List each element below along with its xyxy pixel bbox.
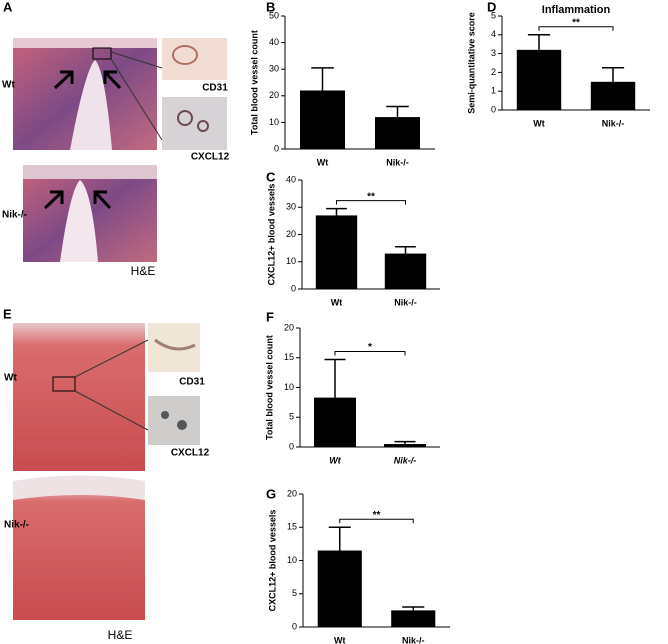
y-tick-label: 15 xyxy=(287,522,297,532)
y-tick-label: 3 xyxy=(491,48,496,58)
y-tick-label: 0 xyxy=(291,283,296,293)
significance-label: ** xyxy=(367,191,375,202)
x-tick-label: Wt xyxy=(329,455,341,465)
bar xyxy=(317,550,362,627)
bar xyxy=(375,117,420,149)
significance-bracket xyxy=(334,351,406,356)
stain-label: H&E xyxy=(131,264,156,278)
inset-label: CD31 xyxy=(202,83,228,94)
y-tick-label: 1 xyxy=(491,86,496,96)
inset-label: CXCL12 xyxy=(171,448,210,459)
bar xyxy=(516,49,562,110)
inset-label: CXCL12 xyxy=(191,152,230,163)
y-tick-label: 30 xyxy=(286,202,296,212)
bar xyxy=(300,90,345,149)
panel-label: G xyxy=(266,486,276,501)
histology-a xyxy=(13,38,227,262)
y-tick-label: 20 xyxy=(284,322,294,332)
y-tick-label: 0 xyxy=(289,441,294,451)
y-tick-label: 10 xyxy=(286,256,296,266)
significance-bracket xyxy=(336,200,406,205)
y-tick-label: 20 xyxy=(287,488,297,498)
significance-label: ** xyxy=(572,17,580,28)
panel-label: A xyxy=(3,0,13,14)
y-tick-label: 5 xyxy=(491,10,496,20)
bar xyxy=(315,215,358,289)
y-tick-label: 5 xyxy=(289,412,294,422)
significance-label: ** xyxy=(373,510,381,521)
y-tick-label: 30 xyxy=(269,64,279,74)
significance-bracket xyxy=(538,26,614,31)
y-tick-label: 0 xyxy=(274,143,279,153)
y-tick-label: 15 xyxy=(284,352,294,362)
row-label: Nik-/- xyxy=(2,210,27,221)
y-tick-label: 20 xyxy=(269,90,279,100)
x-tick-label: Nik-/- xyxy=(402,635,425,644)
panel-label: F xyxy=(266,309,274,324)
x-tick-label: Nik-/- xyxy=(386,157,409,167)
panel-label: E xyxy=(3,306,12,321)
y-tick-label: 10 xyxy=(284,382,294,392)
significance-bracket xyxy=(339,518,414,524)
y-tick-label: 50 xyxy=(269,10,279,20)
bar xyxy=(391,610,436,627)
row-label: Wt xyxy=(4,373,17,384)
stain-label: H&E xyxy=(108,628,133,642)
bar xyxy=(314,397,356,447)
bar xyxy=(384,444,426,447)
y-tick-label: 0 xyxy=(491,104,496,114)
y-axis-label: Total blood vessel count xyxy=(249,30,259,135)
y-tick-label: 10 xyxy=(269,117,279,127)
x-tick-label: Wt xyxy=(317,157,329,167)
x-tick-label: Wt xyxy=(533,118,545,128)
x-tick-label: Nik-/- xyxy=(394,297,417,307)
x-tick-label: Nik-/- xyxy=(394,455,417,465)
y-axis-label: CXCL12+ blood vessels xyxy=(266,184,276,286)
panel-label: B xyxy=(266,0,275,14)
y-tick-label: 5 xyxy=(292,588,297,598)
panel-label: D xyxy=(487,0,496,14)
histology-e xyxy=(13,323,200,620)
y-axis-label: Total blood vessel count xyxy=(264,335,274,440)
y-tick-label: 40 xyxy=(269,37,279,47)
y-axis-label: CXCL12+ blood vessels xyxy=(267,510,277,612)
row-label: Nik-/- xyxy=(4,520,29,531)
y-tick-label: 40 xyxy=(286,174,296,184)
chart-title: Inflammation xyxy=(542,4,611,16)
y-tick-label: 2 xyxy=(491,67,496,77)
x-tick-label: Wt xyxy=(331,297,343,307)
panel-label: C xyxy=(266,169,276,184)
bar xyxy=(590,81,636,110)
y-tick-label: 0 xyxy=(292,621,297,631)
y-tick-label: 4 xyxy=(491,29,496,39)
inset-label: CD31 xyxy=(179,377,205,388)
x-tick-label: Wt xyxy=(334,635,346,644)
y-tick-label: 10 xyxy=(287,555,297,565)
bar xyxy=(384,253,427,289)
x-tick-label: Nik-/- xyxy=(602,118,625,128)
y-tick-label: 20 xyxy=(286,229,296,239)
y-axis-label: Semi-quantitative score xyxy=(466,12,476,114)
significance-label: * xyxy=(368,342,372,353)
row-label: Wt xyxy=(2,80,15,91)
